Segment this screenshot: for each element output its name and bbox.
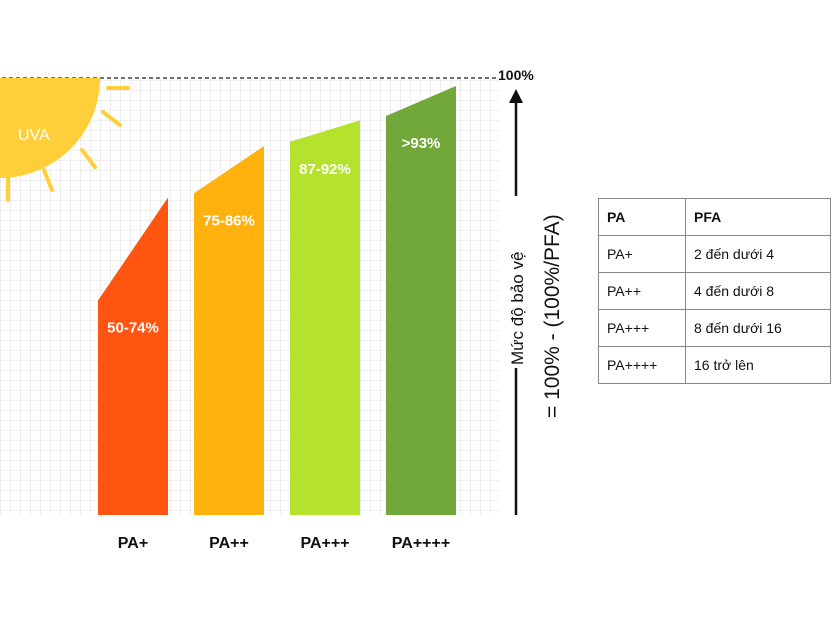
table-row: PA+ 2 đến dưới 4 [598,235,831,273]
table-cell: 16 trở lên [685,346,831,384]
bar-value-label: >93% [402,135,441,152]
table-cell: 2 đến dưới 4 [685,235,831,273]
table-header-pa: PA [598,198,686,236]
category-label: PA+++ [300,535,349,552]
table-cell: PA+ [598,235,686,273]
y-max-label: 100% [498,67,534,83]
bar-value-label: 50-74% [107,320,159,337]
bar-papp [194,146,264,515]
y-axis-label-line2: = 100% - (100%/PFA) [541,214,564,418]
table-cell: PA++++ [598,346,686,384]
y-axis-arrow-icon [509,89,523,103]
table-row: PA++++ 16 trở lên [598,346,831,384]
bars-group [98,86,456,516]
table-cell: 8 đến dưới 16 [685,309,831,347]
y-axis-label-line1: Mức độ bảo vệ [508,252,527,365]
table-cell: 4 đến dưới 8 [685,272,831,310]
table-row: PA+++ 8 đến dưới 16 [598,309,831,347]
category-label: PA++++ [392,535,450,552]
bar-value-label: 87-92% [299,161,351,178]
bar-papppp [386,86,456,515]
table-header-row: PA PFA [598,198,831,236]
table-cell: PA+++ [598,309,686,347]
bar-pappp [290,120,360,515]
sun-icon [0,78,130,202]
table-row: PA++ 4 đến dưới 8 [598,272,831,310]
category-label: PA++ [209,535,249,552]
bar-value-label: 75-86% [203,212,255,229]
y-label-background [500,196,532,368]
category-labels-group: PA+ PA++ PA+++ PA++++ [118,535,450,552]
sun-label: UVA [18,127,50,144]
pfa-table: PA PFA PA+ 2 đến dưới 4 PA++ 4 đến dưới … [598,198,831,384]
table-header-pfa: PFA [685,198,831,236]
value-labels-group: 50-74% 75-86% 87-92% >93% [107,135,440,336]
bar-pap [98,197,168,516]
category-label: PA+ [118,535,148,552]
table-cell: PA++ [598,272,686,310]
